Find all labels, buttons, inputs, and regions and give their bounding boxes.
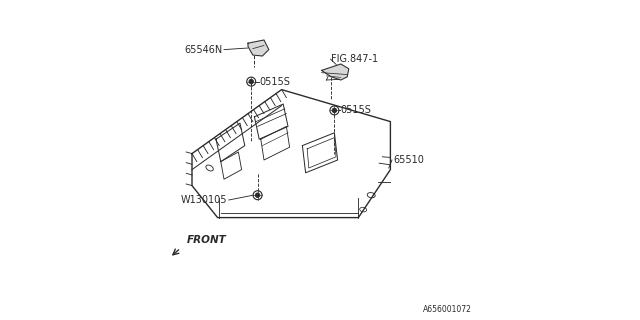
Circle shape xyxy=(249,79,253,84)
Text: A656001072: A656001072 xyxy=(423,305,472,314)
Text: 0515S: 0515S xyxy=(340,105,372,116)
Circle shape xyxy=(332,108,337,113)
Polygon shape xyxy=(322,64,349,80)
Polygon shape xyxy=(248,40,269,56)
Text: 0515S: 0515S xyxy=(259,76,290,87)
Text: 65510: 65510 xyxy=(394,155,424,165)
Text: 65546N: 65546N xyxy=(184,44,223,55)
Text: FIG.847-1: FIG.847-1 xyxy=(332,54,378,64)
Circle shape xyxy=(255,193,260,197)
Text: FRONT: FRONT xyxy=(187,235,227,245)
Text: W130105: W130105 xyxy=(180,195,227,205)
